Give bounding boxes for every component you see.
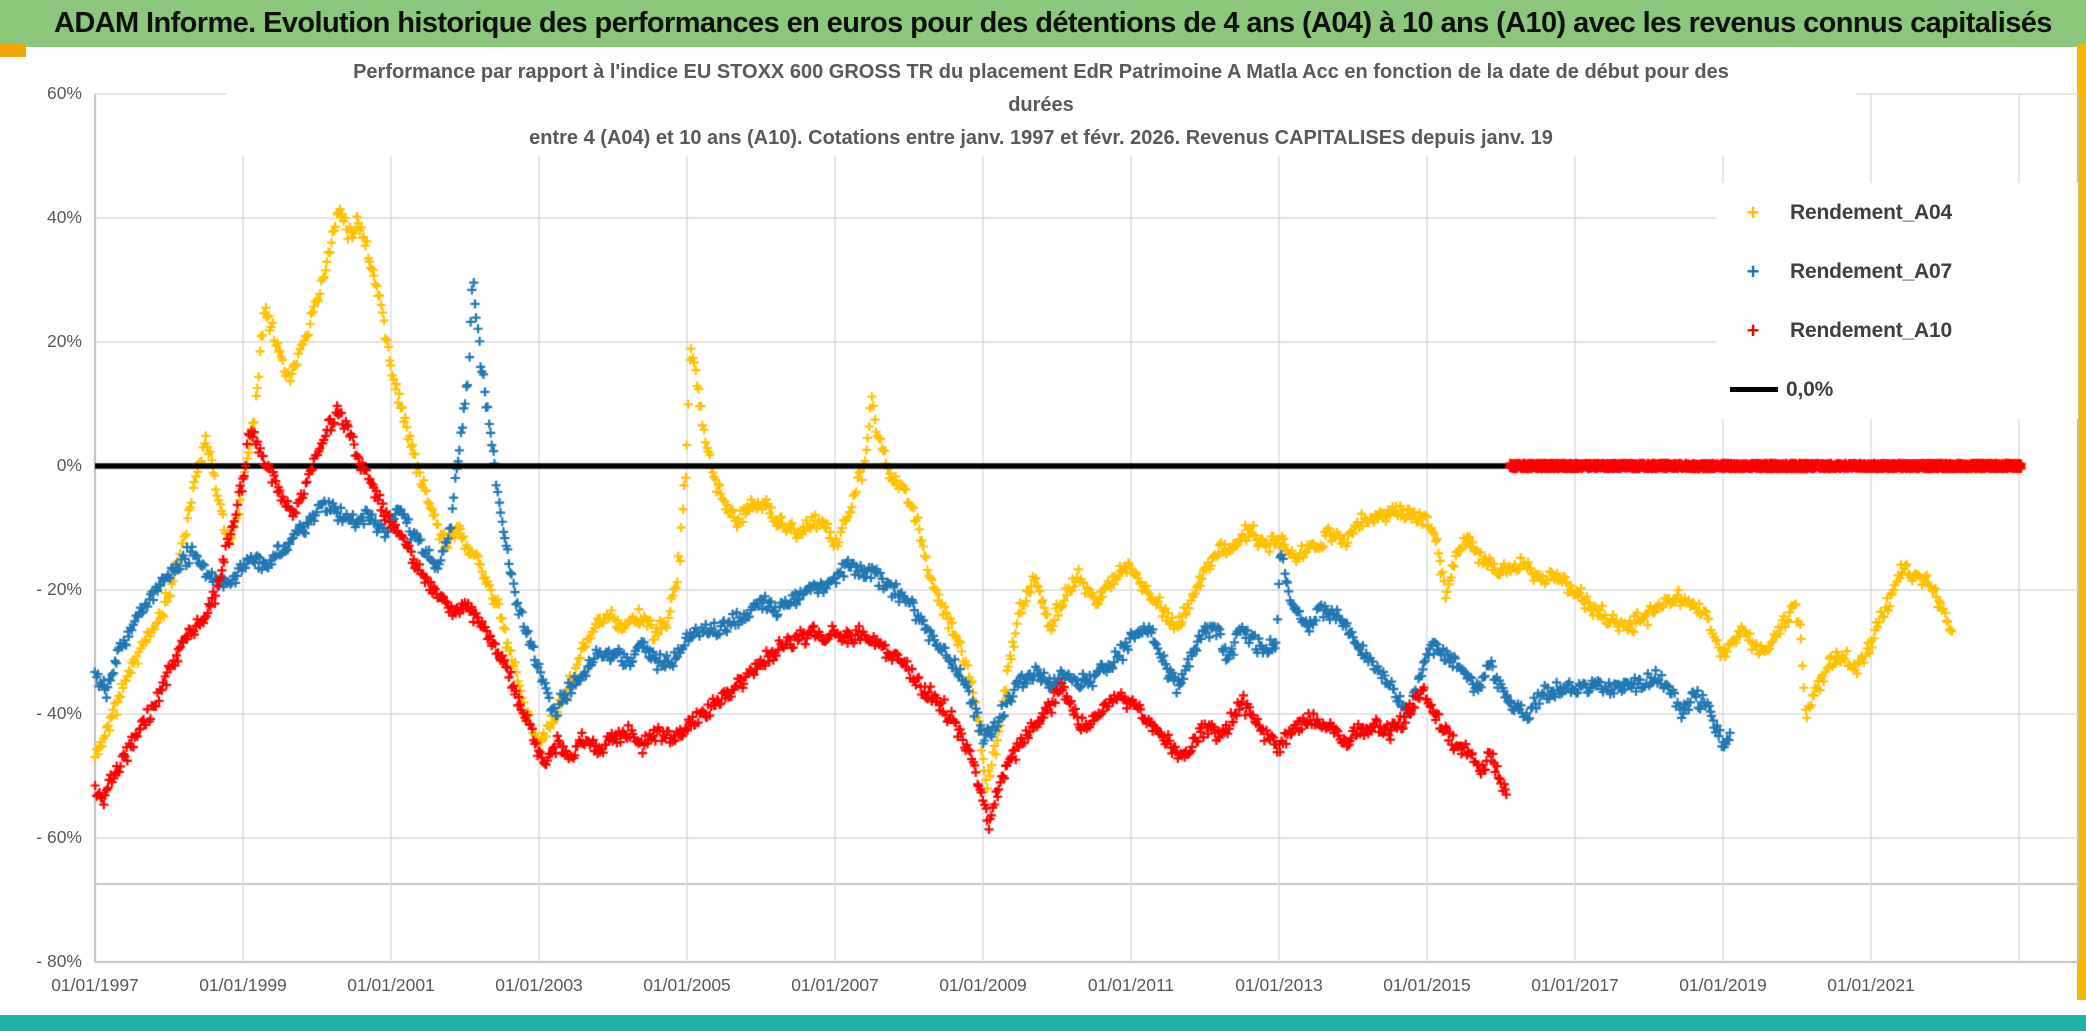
- x-tick-label: 01/01/2003: [495, 975, 583, 995]
- y-tick-label: - 80%: [36, 951, 82, 971]
- y-tick-label: 40%: [46, 207, 82, 227]
- x-tick-label: 01/01/1997: [51, 975, 139, 995]
- x-tick-label: 01/01/2015: [1383, 975, 1471, 995]
- y-tick-label: 20%: [46, 331, 82, 351]
- x-tick-label: 01/01/2011: [1087, 975, 1175, 995]
- y-tick-label: - 60%: [36, 827, 82, 847]
- bottom-sheet-bar: [0, 1015, 2086, 1031]
- chart-title-line1: Performance par rapport à l'indice EU ST…: [353, 61, 1729, 83]
- plus-marker-icon: +: [1746, 317, 1760, 343]
- sheet-title-text: ADAM Informe. Evolution historique des p…: [54, 7, 2052, 39]
- plus-marker-icon: +: [1746, 258, 1760, 284]
- chart-title: Performance par rapport à l'indice EU ST…: [226, 56, 1856, 156]
- x-tick-label: 01/01/2013: [1235, 975, 1323, 995]
- x-tick-label: 01/01/2007: [791, 975, 879, 995]
- legend-item-rendement-a10[interactable]: + Rendement_A10: [1716, 301, 2078, 360]
- x-tick-label: 01/01/2021: [1827, 975, 1915, 995]
- legend-label: 0,0%: [1786, 377, 1834, 401]
- bottom-white-gap: [0, 1000, 2086, 1015]
- legend-label: Rendement_A07: [1790, 259, 1952, 283]
- x-tick-label: 01/01/2001: [347, 975, 435, 995]
- x-tick-label: 01/01/2017: [1531, 975, 1619, 995]
- legend-label: Rendement_A10: [1790, 318, 1952, 342]
- legend-item-rendement-a07[interactable]: + Rendement_A07: [1716, 242, 2078, 301]
- chart-title-line2: durées: [1008, 94, 1074, 116]
- x-tick-label: 01/01/1999: [199, 975, 287, 995]
- y-tick-label: - 20%: [36, 579, 82, 599]
- sheet-title-bar: ADAM Informe. Evolution historique des p…: [0, 0, 2086, 47]
- legend-label: Rendement_A04: [1790, 200, 1952, 224]
- y-tick-label: 0%: [56, 455, 82, 475]
- line-marker-icon: [1730, 387, 1778, 392]
- x-tick-label: 01/01/2005: [643, 975, 731, 995]
- y-tick-label: - 40%: [36, 703, 82, 723]
- legend-item-0-0-[interactable]: 0,0%: [1716, 360, 2078, 419]
- x-tick-label: 01/01/2019: [1679, 975, 1767, 995]
- legend-item-rendement-a04[interactable]: + Rendement_A04: [1716, 183, 2078, 242]
- chart-title-line3: entre 4 (A04) et 10 ans (A10). Cotations…: [529, 127, 1553, 149]
- plus-marker-icon: +: [1746, 199, 1760, 225]
- chart-legend[interactable]: + Rendement_A04 + Rendement_A07 + Rendement_A…: [1716, 183, 2078, 419]
- y-tick-label: 60%: [46, 83, 82, 103]
- x-tick-label: 01/01/2009: [939, 975, 1027, 995]
